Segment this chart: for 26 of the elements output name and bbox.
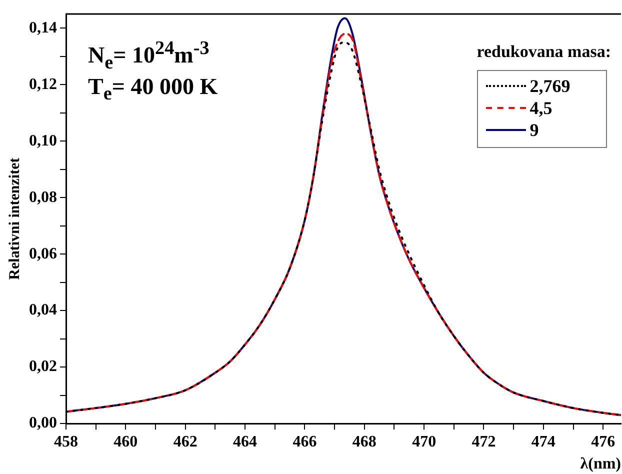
x-tick-label: 460	[114, 433, 138, 450]
y-tick-label: 0,14	[29, 19, 57, 36]
x-axis-title: λ(nm)	[580, 456, 621, 473]
x-tick-label: 472	[472, 433, 496, 450]
annotation: N$_{e}$= 10$^{24}$m$^{-3}$	[88, 38, 210, 74]
y-tick-label: 0,00	[29, 414, 57, 432]
x-tick-label: 476	[591, 433, 616, 450]
y-tick-label: 0,06	[29, 245, 57, 262]
x-tick-label: 466	[292, 433, 317, 450]
annotation: T$_{e}$= 40 000 K	[88, 74, 218, 106]
legend-title: redukovana masa:	[476, 42, 611, 62]
y-tick-label: 0,02	[29, 358, 57, 376]
y-tick-label: 0,04	[29, 302, 57, 319]
legend-label: 2,769	[530, 76, 570, 96]
y-axis-title: Relativni intenzitet	[6, 158, 23, 280]
x-tick-label: 468	[352, 433, 376, 450]
x-tick-label: 474	[531, 433, 556, 450]
legend-label: 9	[530, 120, 539, 140]
x-tick-label: 458	[54, 433, 78, 450]
y-tick-label: 0,10	[29, 132, 57, 150]
x-tick-label: 470	[412, 433, 436, 450]
y-tick-label: 0,08	[29, 188, 57, 206]
y-tick-label: 0,12	[29, 76, 57, 93]
legend-label: 4,5	[530, 98, 552, 118]
x-tick-label: 462	[173, 433, 198, 450]
x-tick-label: 464	[233, 433, 258, 450]
